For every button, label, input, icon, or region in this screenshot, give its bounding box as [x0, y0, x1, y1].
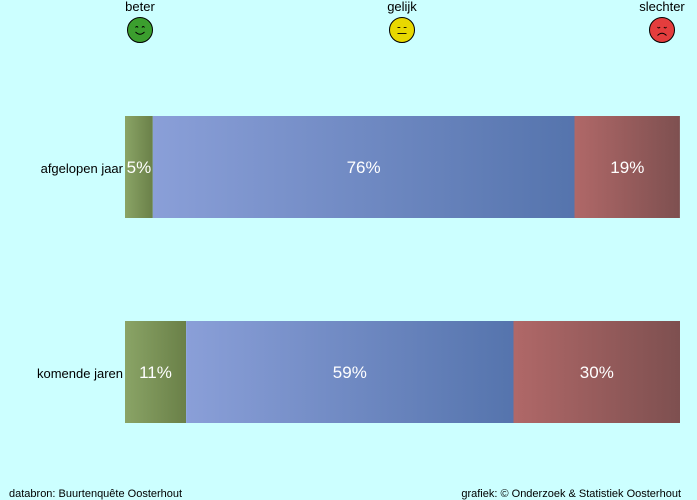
bar-beter-afgelopen-jaar — [125, 116, 153, 218]
data-label-gelijk-komende-jaren: 59% — [333, 363, 367, 382]
data-source-note: databron: Buurtenquête Oosterhout — [9, 488, 183, 500]
data-label-slechter-komende-jaren: 30% — [580, 363, 614, 382]
bar-slechter-komende-jaren — [513, 321, 680, 423]
neutral-face-icon — [389, 17, 415, 43]
category-label-komende-jaren: komende jaren — [37, 366, 123, 381]
bar-gelijk-komende-jaren — [186, 321, 514, 423]
smiling-face-icon — [127, 17, 153, 43]
legend-item-slechter: slechter — [602, 0, 697, 44]
data-label-gelijk-afgelopen-jaar: 76% — [347, 158, 381, 177]
bar-gelijk-afgelopen-jaar — [152, 116, 575, 218]
legend-item-gelijk: gelijk — [342, 0, 462, 44]
chart-credit-note: grafiek: © Onderzoek & Statistiek Ooster… — [461, 488, 681, 500]
sad-face-icon — [649, 17, 675, 43]
legend-label-slechter: slechter — [639, 0, 685, 14]
data-label-beter-komende-jaren: 11% — [139, 363, 172, 382]
bar-beter-komende-jaren — [125, 321, 186, 423]
data-label-slechter-afgelopen-jaar: 19% — [610, 158, 644, 177]
bar-slechter-afgelopen-jaar — [574, 116, 680, 218]
bars-layer: 5% 76% 19% 11% 59% 30% — [125, 116, 680, 423]
legend-item-beter: beter — [80, 0, 200, 44]
category-label-afgelopen-jaar: afgelopen jaar — [40, 161, 123, 176]
legend-label-beter: beter — [125, 0, 155, 14]
legend-label-gelijk: gelijk — [387, 0, 417, 14]
data-label-beter-afgelopen-jaar: 5% — [127, 158, 152, 177]
